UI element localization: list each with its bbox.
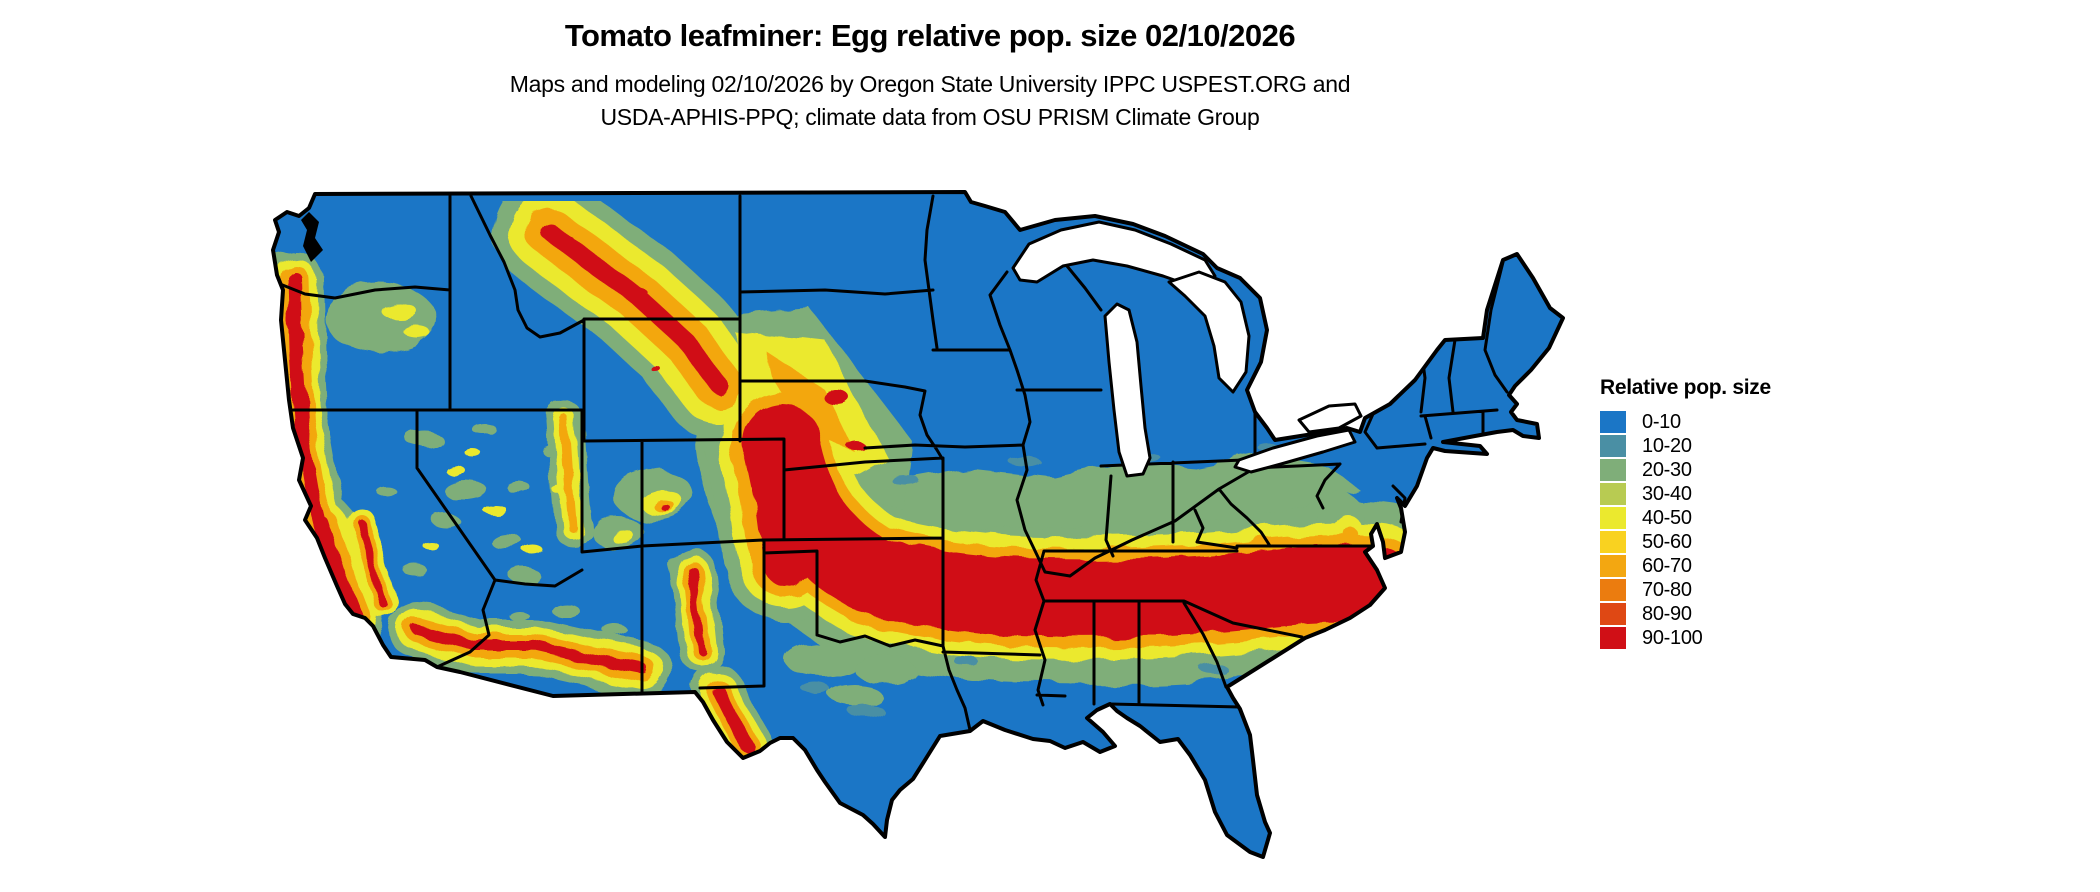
legend-row: 10-20 (1600, 434, 1930, 458)
band-90-100 (288, 223, 1416, 753)
legend-label-10-20: 10-20 (1642, 434, 1692, 457)
legend-row: 50-60 (1600, 530, 1930, 554)
conus-outline (271, 190, 1565, 859)
legend-label-50-60: 50-60 (1642, 530, 1692, 553)
us-map (265, 190, 1595, 890)
legend-row: 90-100 (1600, 626, 1930, 650)
legend-swatch-90-100 (1600, 627, 1626, 649)
map-title: Tomato leafminer: Egg relative pop. size… (564, 18, 1296, 53)
legend-row: 70-80 (1600, 578, 1930, 602)
population-bands (273, 192, 1462, 772)
legend-swatch-40-50 (1600, 507, 1626, 529)
great-lakes (1011, 220, 1363, 478)
legend-swatch-0-10 (1600, 411, 1626, 433)
legend-swatch-70-80 (1600, 579, 1626, 601)
legend-label-20-30: 20-30 (1642, 458, 1692, 481)
legend-row: 0-10 (1600, 410, 1930, 434)
legend-swatch-60-70 (1600, 555, 1626, 577)
legend-label-60-70: 60-70 (1642, 554, 1692, 577)
legend-row: 80-90 (1600, 602, 1930, 626)
legend-label-30-40: 30-40 (1642, 482, 1692, 505)
state-borders (273, 194, 1509, 732)
lake-erie (1233, 428, 1357, 474)
legend-swatch-30-40 (1600, 483, 1626, 505)
subtitle-line-1: Maps and modeling 02/10/2026 by Oregon S… (509, 71, 1351, 97)
lake-michigan (1103, 302, 1152, 478)
legend-swatch-20-30 (1600, 459, 1626, 481)
title-block: Tomato leafminer: Egg relative pop. size… (265, 16, 1595, 134)
legend-row: 30-40 (1600, 482, 1930, 506)
legend-swatch-50-60 (1600, 531, 1626, 553)
legend-title: Relative pop. size (1600, 376, 1771, 399)
legend-row: 40-50 (1600, 506, 1930, 530)
subtitle-line-2: USDA-APHIS-PPQ; climate data from OSU PR… (600, 104, 1260, 130)
legend-label-0-10: 0-10 (1642, 410, 1681, 433)
map-canvas (271, 190, 1565, 859)
legend-swatch-80-90 (1600, 603, 1626, 625)
lake-ontario (1297, 402, 1363, 434)
legend-label-90-100: 90-100 (1642, 626, 1703, 649)
map-subtitle: Maps and modeling 02/10/2026 by Oregon S… (265, 68, 1595, 134)
legend: Relative pop. size 0-10 10-20 20-30 30-4… (1600, 376, 1930, 650)
legend-swatch-10-20 (1600, 435, 1626, 457)
florida-keys (1262, 855, 1268, 857)
legend-label-70-80: 70-80 (1642, 578, 1692, 601)
puget-sound (301, 212, 323, 262)
legend-label-80-90: 80-90 (1642, 602, 1692, 625)
legend-label-40-50: 40-50 (1642, 506, 1692, 529)
legend-row: 20-30 (1600, 458, 1930, 482)
legend-row: 60-70 (1600, 554, 1930, 578)
lake-huron (1167, 270, 1251, 394)
